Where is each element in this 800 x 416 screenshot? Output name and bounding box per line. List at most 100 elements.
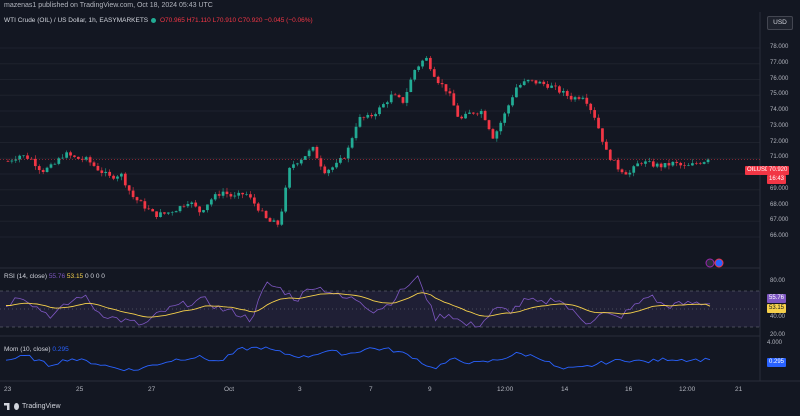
candle-body	[350, 138, 354, 148]
price-tick: 73.000	[770, 122, 789, 129]
candle-body	[698, 163, 702, 164]
candle-body	[272, 220, 276, 222]
candle-body	[558, 86, 561, 93]
market-status-dot	[151, 17, 157, 23]
candle-body	[241, 192, 244, 195]
candle-body	[303, 156, 307, 160]
rsi-value-tag: 55.76	[767, 294, 787, 303]
candle-body	[546, 84, 550, 88]
candle-body	[354, 126, 358, 139]
candle-body	[401, 97, 405, 103]
candle-body	[104, 171, 108, 174]
candle-body	[374, 114, 377, 117]
candle-body	[671, 161, 675, 166]
symbol-title: WTI Crude (OIL) / US Dollar, 1h, EASYMAR…	[4, 17, 149, 24]
candle-body	[479, 110, 483, 115]
rsi-line	[5, 275, 711, 328]
candle-body	[468, 112, 471, 114]
candle-body	[335, 162, 338, 168]
mom-legend[interactable]: Mom (10, close) 0.295	[4, 346, 69, 353]
candle-body	[644, 161, 647, 164]
time-tick: Oct	[224, 386, 235, 393]
candle-body	[57, 158, 61, 164]
symbol-legend[interactable]: WTI Crude (OIL) / US Dollar, 1h, EASYMAR…	[4, 17, 313, 24]
candle-body	[655, 163, 659, 167]
candle-body	[186, 204, 190, 207]
candle-body	[92, 162, 96, 166]
candle-body	[65, 152, 68, 158]
ohlc-low: L70.910	[212, 17, 237, 24]
price-tick: 76.000	[770, 75, 789, 82]
price-tick: 77.000	[770, 59, 789, 66]
candle-body	[472, 112, 475, 114]
candle-body	[339, 158, 342, 163]
candle-body	[702, 162, 706, 164]
price-tick: 75.000	[770, 91, 789, 98]
candle-body	[417, 66, 420, 70]
candle-body	[651, 161, 655, 167]
candle-body	[382, 104, 385, 108]
candle-body	[683, 165, 686, 166]
candle-body	[475, 113, 479, 115]
candle-body	[53, 163, 57, 165]
candle-body	[358, 117, 362, 127]
event-icon	[705, 258, 715, 268]
candle-body	[76, 156, 80, 159]
rsi-zeros: 0 0 0 0	[85, 273, 105, 280]
candle-body	[288, 167, 291, 188]
candle-body	[616, 160, 620, 170]
brand-name: TradingView	[22, 403, 61, 410]
candle-body	[237, 192, 241, 196]
candle-body	[640, 163, 643, 165]
tradingview-brand[interactable]: TradingView	[4, 403, 61, 410]
mom-title: Mom (10, close)	[4, 346, 51, 353]
candle-body	[249, 194, 252, 198]
time-tick: 25	[76, 386, 84, 393]
candle-body	[499, 122, 503, 132]
price-tick: 78.000	[770, 44, 789, 50]
candle-body	[331, 167, 334, 170]
candle-body	[464, 113, 467, 119]
candle-body	[209, 199, 213, 205]
candle-body	[22, 155, 25, 157]
candle-body	[342, 158, 346, 159]
rsi-legend[interactable]: RSI (14, close) 55.76 53.15 0 0 0 0	[4, 273, 105, 280]
candle-body	[37, 166, 41, 171]
candle-body	[534, 80, 538, 84]
candle-body	[581, 97, 585, 99]
candle-body	[6, 161, 10, 162]
candle-body	[593, 110, 596, 118]
price-tick: 72.000	[770, 138, 789, 145]
mom-tick: 4.000	[767, 340, 783, 346]
candle-body	[550, 85, 553, 88]
time-tick: 9	[428, 386, 432, 393]
candle-body	[409, 79, 413, 93]
candle-body	[14, 159, 18, 161]
candle-body	[460, 116, 464, 119]
grid-lines	[0, 47, 760, 238]
tradingview-logo-icon	[4, 403, 10, 410]
candle-body	[233, 195, 237, 197]
ohlc-change: −0.045 (−0.06%)	[264, 17, 313, 24]
candle-body	[632, 166, 636, 173]
candle-body	[561, 91, 565, 93]
candle-body	[428, 57, 432, 70]
candle-body	[18, 155, 22, 160]
rsi-ma-tag: 53.15	[767, 304, 787, 313]
candle-body	[636, 163, 640, 167]
currency-button[interactable]: USD	[767, 16, 793, 30]
candle-body	[213, 194, 217, 200]
candle-body	[452, 93, 456, 106]
candle-body	[515, 87, 518, 98]
candle-body	[100, 170, 104, 174]
time-tick: 23	[4, 386, 12, 393]
candle-body	[299, 159, 303, 164]
rsi-ma-line	[6, 292, 711, 318]
candle-body	[448, 91, 452, 94]
candle-body	[362, 117, 366, 118]
footer: TradingView	[0, 398, 800, 416]
candle-body	[679, 162, 683, 166]
chart-canvas[interactable]	[0, 0, 800, 398]
candle-body	[311, 146, 315, 151]
time-tick: 12:00	[497, 386, 514, 393]
